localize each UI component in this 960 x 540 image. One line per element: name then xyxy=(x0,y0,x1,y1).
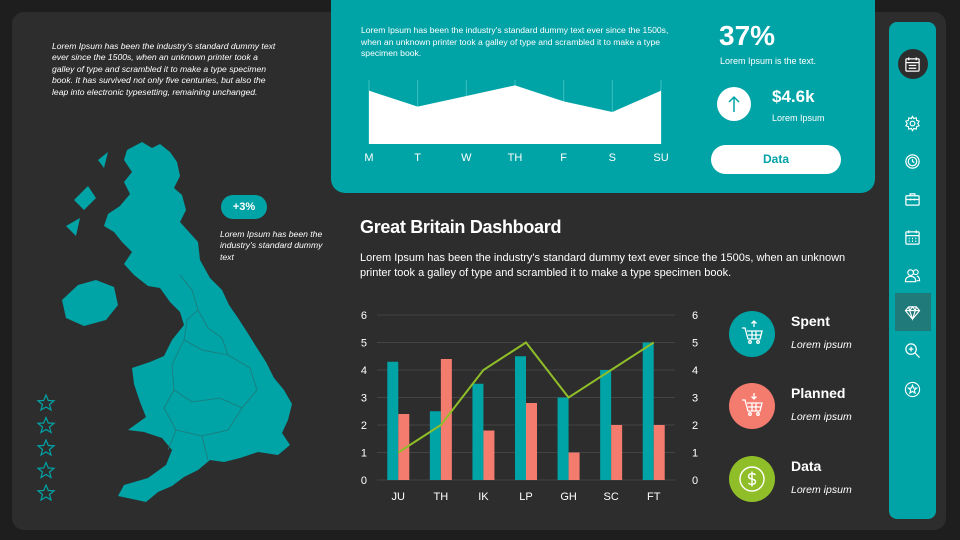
y-tick-label-right: 5 xyxy=(692,338,698,350)
bar-spent xyxy=(515,356,526,480)
growth-badge: +3% xyxy=(221,195,267,219)
bar-spent xyxy=(557,397,569,480)
dollar-icon xyxy=(729,456,775,502)
bar-spent xyxy=(387,361,399,480)
weekday-label: W xyxy=(461,152,472,164)
stat-money: $4.6k xyxy=(772,87,815,106)
active-indicator xyxy=(895,293,931,331)
star-icon xyxy=(36,438,56,457)
y-tick-label-left: 5 xyxy=(361,338,367,350)
star-icon xyxy=(36,483,56,502)
legend-planned: Planned Lorem ipsum xyxy=(729,383,889,429)
comparison-chart: 0 0 1 1 2 2 3 3 4 4 5 5 6 6 JU TH IK LP GH SC FT xyxy=(361,310,698,503)
x-tick-label: TH xyxy=(434,491,449,503)
bar-spent xyxy=(642,342,654,480)
cart-down-icon xyxy=(729,383,775,429)
y-tick-label-left: 3 xyxy=(361,393,367,405)
bar-planned xyxy=(653,425,665,480)
star-icon[interactable] xyxy=(889,374,936,404)
x-tick-label: FT xyxy=(647,491,661,503)
y-tick-label-left: 1 xyxy=(361,448,367,460)
line-data xyxy=(397,341,655,454)
page-title: Great Britain Dashboard xyxy=(360,217,562,237)
y-tick-label-left: 0 xyxy=(361,475,367,487)
weekly-area xyxy=(369,85,661,144)
schedule-icon[interactable] xyxy=(889,222,936,252)
stat-money-label: Lorem Ipsum xyxy=(772,113,825,123)
y-tick-label-right: 1 xyxy=(692,448,698,460)
legend-data: Data Lorem ipsum xyxy=(729,456,889,502)
data-button[interactable]: Data xyxy=(711,145,841,174)
bar-spent xyxy=(472,383,484,480)
legend-data-title: Data xyxy=(791,458,822,474)
active-indicator xyxy=(898,49,928,79)
cart-up-icon xyxy=(729,311,775,357)
rating-stars xyxy=(36,393,56,510)
zoom-icon[interactable] xyxy=(889,335,936,365)
growth-badge-text: Lorem Ipsum has been the industry's stan… xyxy=(220,229,323,262)
legend-planned-title: Planned xyxy=(791,385,846,401)
star-icon xyxy=(36,460,56,479)
clock-icon[interactable] xyxy=(889,146,936,176)
weekly-area-chart xyxy=(368,80,662,144)
x-tick-label: JU xyxy=(392,491,406,503)
legend-planned-sub: Lorem ipsum xyxy=(791,411,852,423)
stat-percentage: 37% xyxy=(719,20,776,51)
bar-planned xyxy=(526,403,537,480)
weekday-label: S xyxy=(608,152,616,164)
y-tick-label-left: 2 xyxy=(361,420,367,432)
bar-planned xyxy=(568,452,580,480)
intro-text: Lorem Ipsum has been the industry's stan… xyxy=(52,41,276,97)
bar-planned xyxy=(398,414,410,480)
bar-spent xyxy=(600,370,612,480)
bar-planned xyxy=(483,430,495,480)
calendar-icon[interactable] xyxy=(889,49,936,79)
y-tick-label-left: 6 xyxy=(361,310,367,322)
x-tick-label: SC xyxy=(604,491,619,503)
y-tick-label-right: 4 xyxy=(692,365,698,377)
briefcase-icon[interactable] xyxy=(889,184,936,214)
uk-map xyxy=(62,142,292,502)
legend-spent-title: Spent xyxy=(791,313,830,329)
y-tick-label-left: 4 xyxy=(361,365,367,377)
icon-sidebar xyxy=(889,22,936,519)
legend-spent-sub: Lorem ipsum xyxy=(791,339,852,351)
weekday-axis: M T W TH F S SU xyxy=(361,152,676,166)
y-tick-label-right: 2 xyxy=(692,420,698,432)
y-tick-label-right: 3 xyxy=(692,393,698,405)
star-icon xyxy=(36,415,56,434)
bar-planned xyxy=(611,425,623,480)
y-tick-label-right: 0 xyxy=(692,475,698,487)
y-tick-label-right: 6 xyxy=(692,310,698,322)
weekday-label: SU xyxy=(653,152,669,164)
stat-percentage-label: Lorem Ipsum is the text. xyxy=(720,56,817,66)
bar-spent xyxy=(429,411,441,480)
legend-data-sub: Lorem ipsum xyxy=(791,484,852,496)
x-tick-label: GH xyxy=(560,491,577,503)
gear-icon[interactable] xyxy=(889,108,936,138)
star-icon xyxy=(36,393,56,412)
x-tick-label: LP xyxy=(519,491,532,503)
weekday-label: TH xyxy=(507,152,523,164)
diamond-icon[interactable] xyxy=(889,297,936,327)
arrow-up-icon xyxy=(717,87,751,121)
weekday-label: F xyxy=(560,152,568,164)
summary-card-text: Lorem Ipsum has been the industry's stan… xyxy=(361,25,669,59)
legend-spent: Spent Lorem ipsum xyxy=(729,311,889,357)
page-description: Lorem Ipsum has been the industry's stan… xyxy=(360,252,846,280)
x-tick-label: IK xyxy=(478,491,489,503)
weekday-label: T xyxy=(414,152,422,164)
users-icon[interactable] xyxy=(889,260,936,290)
weekday-label: M xyxy=(364,152,374,164)
